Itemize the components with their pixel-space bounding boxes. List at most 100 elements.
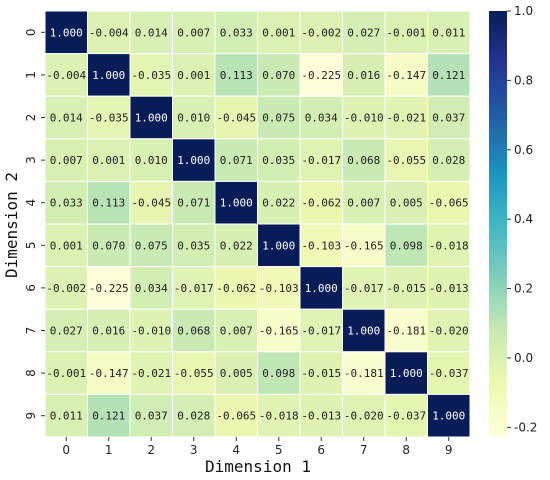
heatmap-cell xyxy=(87,95,131,140)
cell-value-label: -0.018 xyxy=(429,239,469,252)
cell-value-label: 0.011 xyxy=(50,410,83,423)
cell-value-label: -0.225 xyxy=(89,282,129,295)
heatmap-cell xyxy=(427,351,471,395)
heatmap-cell xyxy=(257,138,301,182)
y-tick-label: 2 xyxy=(24,114,38,122)
cell-value-label: 0.016 xyxy=(347,69,380,82)
heatmap-cell xyxy=(44,393,88,438)
x-tick-label: 7 xyxy=(360,443,368,457)
heatmap-cell xyxy=(257,10,301,55)
x-tick-label: 2 xyxy=(147,443,155,457)
y-tick-label: 3 xyxy=(24,156,38,164)
heatmap-cell xyxy=(384,53,428,97)
cell-value-label: 1.000 xyxy=(305,282,338,295)
cell-value-label: -0.062 xyxy=(301,197,341,210)
heatmap-cell xyxy=(342,95,386,140)
colorbar: 1.0 0.8 0.6 0.4 0.2 0.0 -0.2 xyxy=(489,4,537,436)
cell-value-label: 0.075 xyxy=(262,112,295,125)
cell-value-label: -0.037 xyxy=(429,367,469,380)
heatmap-cell xyxy=(44,266,88,310)
cell-value-label: 0.033 xyxy=(50,197,83,210)
cell-value-label: 0.010 xyxy=(135,154,168,167)
cell-value-label: 0.011 xyxy=(432,26,465,39)
cell-value-label: 0.028 xyxy=(432,154,465,167)
heatmap-cell xyxy=(384,180,428,225)
cell-value-label: -0.001 xyxy=(46,367,86,380)
colorbar-tick-label: 0.8 xyxy=(514,73,533,87)
heatmap-cell xyxy=(342,308,386,353)
cell-value-label: 1.000 xyxy=(432,410,465,423)
colorbar-bar xyxy=(489,11,507,436)
cell-value-label: -0.021 xyxy=(131,367,171,380)
heatmap-cell xyxy=(427,180,471,225)
heatmap-cell xyxy=(257,393,301,438)
heatmap-cell xyxy=(342,351,386,395)
colorbar-tick-label: 1.0 xyxy=(514,4,533,18)
heatmap-cell xyxy=(427,393,471,438)
heatmap-cell xyxy=(214,393,258,438)
cell-value-label: -0.002 xyxy=(46,282,86,295)
cell-value-label: 1.000 xyxy=(262,239,295,252)
cell-value-label: -0.055 xyxy=(386,154,426,167)
cell-value-label: 0.001 xyxy=(92,154,125,167)
cell-value-label: -0.103 xyxy=(259,282,299,295)
heatmap-cell xyxy=(427,95,471,140)
cell-value-label: -0.065 xyxy=(216,410,256,423)
heatmap-cell xyxy=(214,308,258,353)
cell-value-label: -0.017 xyxy=(301,325,341,338)
y-axis-title: Dimension 2 xyxy=(2,172,21,278)
x-tick-label: 3 xyxy=(190,443,198,457)
cell-value-label: -0.165 xyxy=(259,325,299,338)
heatmap-cell xyxy=(129,223,173,268)
cell-value-label: 0.113 xyxy=(92,197,125,210)
heatmap-cell xyxy=(299,53,343,97)
heatmap-cell xyxy=(87,351,131,395)
cell-value-label: 0.001 xyxy=(50,239,83,252)
colorbar-tick-label: 0.0 xyxy=(514,351,533,365)
cell-value-label: -0.017 xyxy=(344,282,384,295)
cell-value-label: 1.000 xyxy=(135,112,168,125)
heatmap-cell xyxy=(342,10,386,55)
heatmap-cell xyxy=(87,53,131,97)
cell-value-label: 0.007 xyxy=(347,197,380,210)
cell-value-label: 0.022 xyxy=(220,239,253,252)
cell-value-label: 0.070 xyxy=(92,239,125,252)
heatmap-cell xyxy=(257,308,301,353)
cell-value-label: -0.015 xyxy=(386,282,426,295)
heatmap-cell xyxy=(87,180,131,225)
cell-value-label: -0.020 xyxy=(429,325,469,338)
heatmap-cells: 1.000 -0.004 0.014 0.007 0.033 0.001 -0.002 0.0… xyxy=(44,10,471,438)
x-tick-label: 5 xyxy=(275,443,283,457)
cell-value-label: -0.103 xyxy=(301,239,341,252)
cell-value-label: -0.147 xyxy=(89,367,129,380)
heatmap-cell xyxy=(299,266,343,310)
cell-value-label: -0.065 xyxy=(429,197,469,210)
x-axis-title: Dimension 1 xyxy=(205,457,311,476)
cell-value-label: 0.016 xyxy=(92,325,125,338)
heatmap-cell xyxy=(427,266,471,310)
heatmap-cell xyxy=(214,180,258,225)
heatmap-cell xyxy=(129,180,173,225)
heatmap-cell xyxy=(342,53,386,97)
heatmap-cell xyxy=(172,223,216,268)
x-tick-label: 8 xyxy=(402,443,410,457)
heatmap-cell xyxy=(427,138,471,182)
cell-value-label: 0.068 xyxy=(347,154,380,167)
cell-value-label: 0.028 xyxy=(177,410,210,423)
x-tick-label: 9 xyxy=(445,443,453,457)
cell-value-label: 0.014 xyxy=(135,26,168,39)
cell-value-label: -0.147 xyxy=(386,69,426,82)
colorbar-tick-label: 0.4 xyxy=(514,212,533,226)
cell-value-label: 0.014 xyxy=(50,112,83,125)
colorbar-tick-label: -0.2 xyxy=(514,420,537,434)
heatmap-cell xyxy=(214,351,258,395)
heatmap-cell xyxy=(299,138,343,182)
y-tick-label: 6 xyxy=(24,284,38,292)
cell-value-label: -0.037 xyxy=(386,410,426,423)
cell-value-label: 1.000 xyxy=(220,197,253,210)
heatmap-cell xyxy=(87,308,131,353)
cell-value-label: 0.027 xyxy=(347,26,380,39)
cell-value-label: 0.070 xyxy=(262,69,295,82)
cell-value-label: -0.015 xyxy=(301,367,341,380)
cell-value-label: -0.225 xyxy=(301,69,341,82)
